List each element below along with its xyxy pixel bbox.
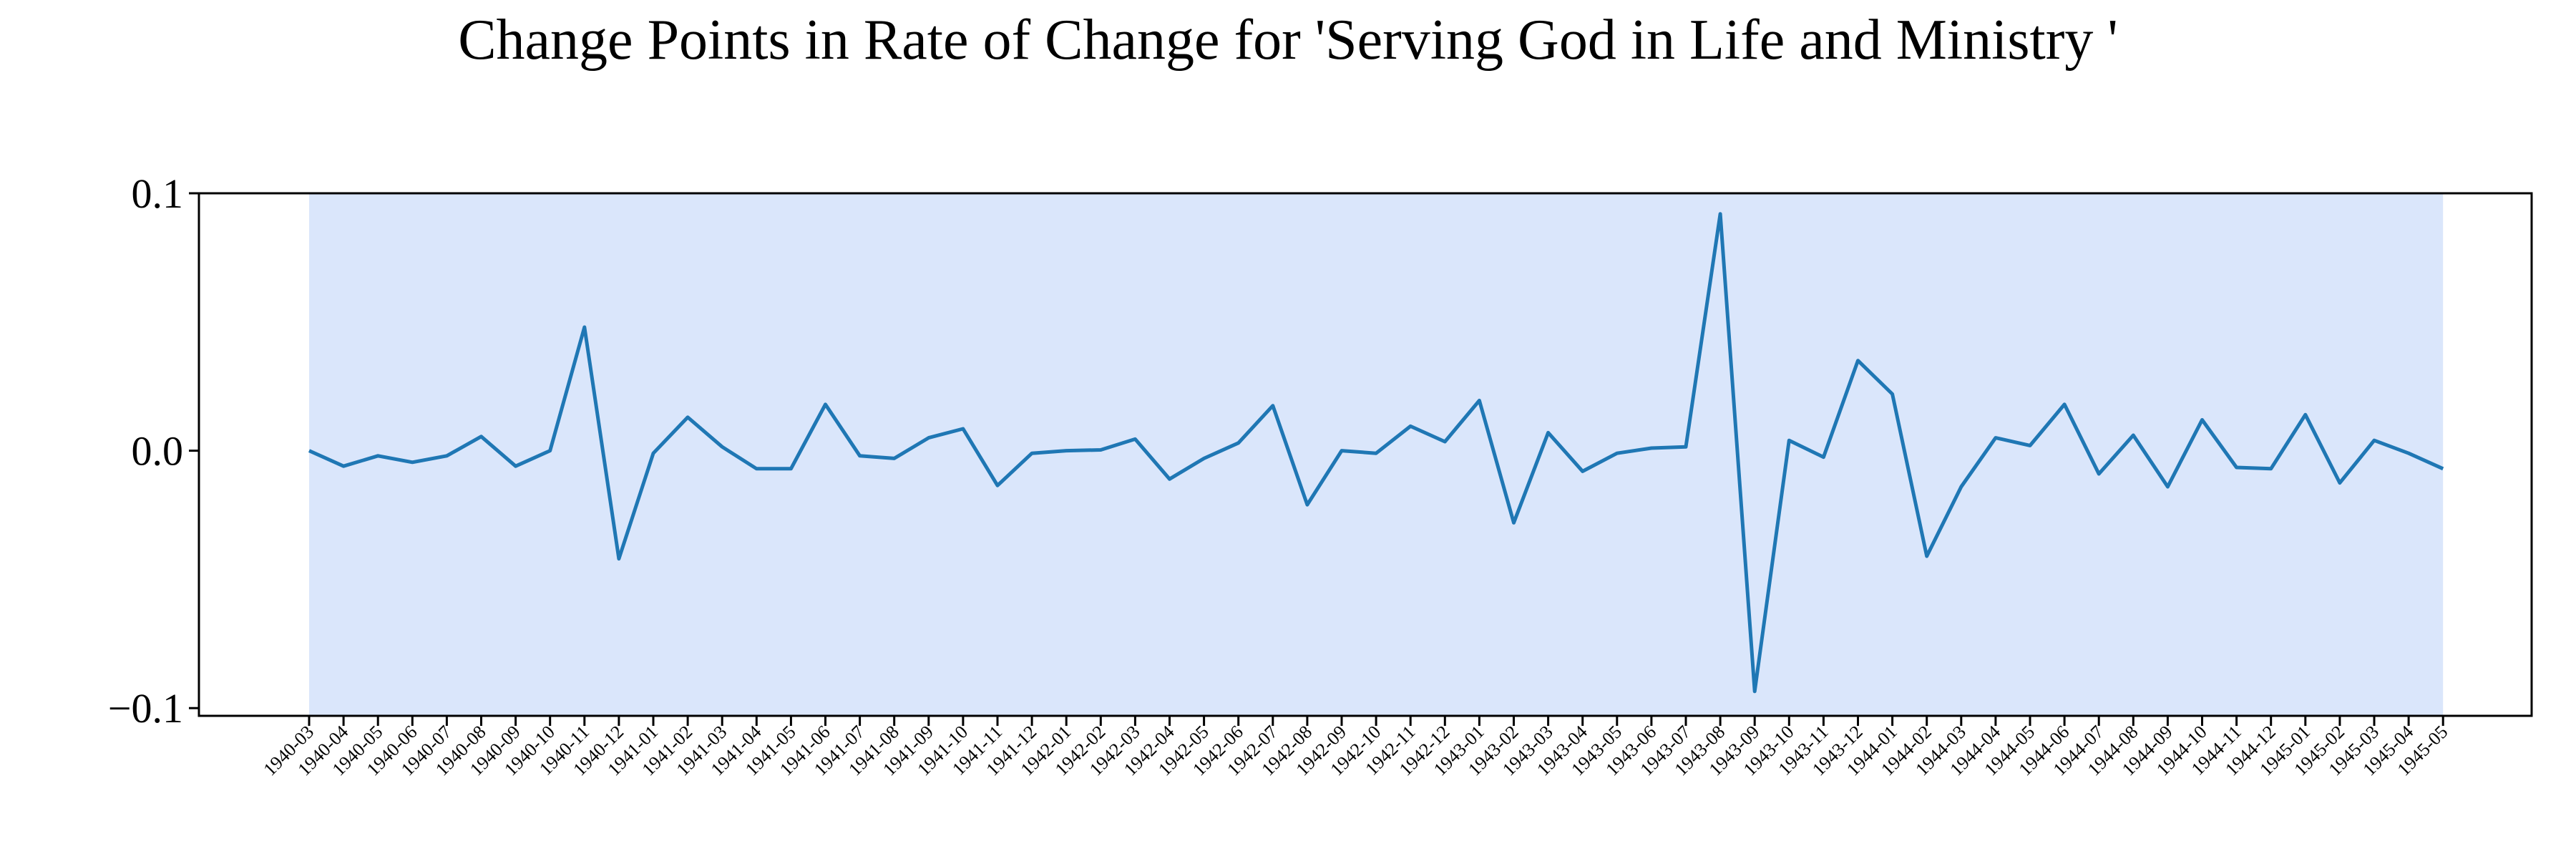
y-tick-label: 0.0 bbox=[132, 428, 184, 475]
chart-title: Change Points in Rate of Change for 'Ser… bbox=[458, 9, 2118, 72]
plot-area: 0.10.0−0.11940-031940-041940-051940-0619… bbox=[108, 170, 2533, 780]
y-tick-label: 0.1 bbox=[132, 170, 184, 217]
y-tick-label: −0.1 bbox=[108, 685, 183, 732]
axes-frame bbox=[197, 192, 2533, 717]
